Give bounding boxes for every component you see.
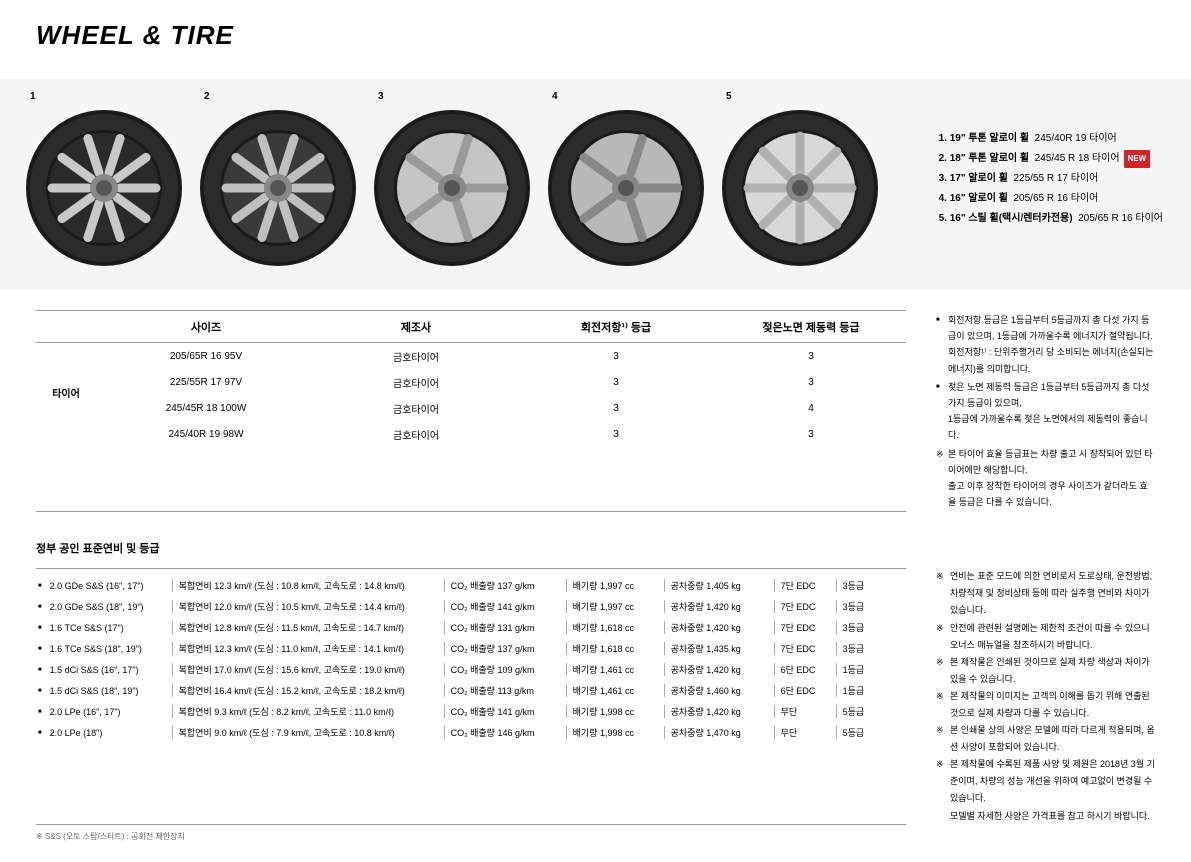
wheels-section: 1 2 3 4 5 [0, 79, 1191, 290]
wheel-legend: 1. 19" 투톤 알로이 휠 245/40R 19 타이어2. 18" 투톤 … [939, 129, 1163, 229]
tire-table-row: 245/40R 19 98W금호타이어33 [36, 421, 906, 447]
fuel-row: ■2.0 LPe (16", 17") 복합연비 9.3 km/ℓ (도심 : … [36, 701, 906, 722]
new-badge: NEW [1124, 150, 1151, 168]
fuel-row: ■1.6 TCe S&S (17") 복합연비 12.8 km/ℓ (도심 : … [36, 617, 906, 638]
fuel-note: 본 인쇄물 상의 사양은 모델에 따라 다르게 적용되며, 옵션 사양이 포함되… [936, 722, 1155, 756]
fuel-note: 본 제작물에 수록된 제품 사양 및 제원은 2018년 3월 기준이며, 차량… [936, 756, 1155, 807]
wheel-legend-row: 4. 16" 알로이 휠 205/65 R 16 타이어 [939, 189, 1163, 209]
tire-table-row: 245/45R 18 100W금호타이어34 [36, 395, 906, 421]
fuel-title: 정부 공인 표준연비 및 등급 [36, 540, 1155, 556]
tire-table-header: 사이즈 제조사 회전저항¹⁾ 등급 젖은노면 제동력 등급 [36, 311, 906, 343]
wheel-item: 3 [372, 91, 532, 268]
fuel-row: ■2.0 GDe S&S (16", 17") 복합연비 12.3 km/ℓ (… [36, 575, 906, 596]
wheel-item: 4 [546, 91, 706, 268]
tire-row-label: 타이어 [36, 385, 96, 400]
wheel-legend-row: 3. 17" 알로이 휠 225/55 R 17 타이어 [939, 169, 1163, 189]
fuel-row: ■2.0 GDe S&S (18", 19") 복합연비 12.0 km/ℓ (… [36, 596, 906, 617]
wheel-item: 1 [24, 91, 184, 268]
tire-note: 젖은 노면 제동력 등급은 1등급부터 5등급까지 총 다섯가지 등급이 있으며… [936, 379, 1155, 444]
wheel-item: 2 [198, 91, 358, 268]
tire-note: 회전저항 등급은 1등급부터 5등급까지 총 다섯 가지 등급이 있으며, 1등… [936, 312, 1155, 377]
fuel-table: ■2.0 GDe S&S (16", 17") 복합연비 12.3 km/ℓ (… [36, 568, 906, 824]
wheel-legend-row: 5. 16" 스틸 휠(택시/렌터카전용) 205/65 R 16 타이어 [939, 209, 1163, 229]
fuel-row: ■1.6 TCe S&S (18", 19") 복합연비 12.3 km/ℓ (… [36, 638, 906, 659]
page-title: WHEEL & TIRE [36, 20, 1155, 51]
fuel-note: 안전에 관련된 설명에는 제한적 조건이 따를 수 있으니 오너스 매뉴얼을 참… [936, 620, 1155, 654]
tire-table-area: 사이즈 제조사 회전저항¹⁾ 등급 젖은노면 제동력 등급 타이어 205/65… [36, 310, 1155, 512]
fuel-row: ■1.5 dCi S&S (16", 17") 복합연비 17.0 km/ℓ (… [36, 659, 906, 680]
fuel-footnote: ※ S&S (오토 스탑/스타트) : 공회전 제한장치 [36, 831, 1155, 842]
fuel-row: ■2.0 LPe (18") 복합연비 9.0 km/ℓ (도심 : 7.9 k… [36, 722, 906, 743]
fuel-note: 본 제작물은 인쇄된 것이므로 실제 차량 색상과 차이가 있을 수 있습니다. [936, 654, 1155, 688]
wheel-item: 5 [720, 91, 880, 268]
tire-table-row: 225/55R 17 97V금호타이어33 [36, 369, 906, 395]
fuel-note: 연비는 표준 모드에 의한 연비로서 도로상태, 운전방법, 차량적재 및 정비… [936, 568, 1155, 619]
wheel-legend-row: 1. 19" 투톤 알로이 휠 245/40R 19 타이어 [939, 129, 1163, 149]
tire-table-row: 205/65R 16 95V금호타이어33 [36, 343, 906, 369]
wheel-number: 5 [726, 91, 732, 102]
fuel-note: 본 제작물의 이미지는 고객의 이해를 돕기 위해 연출된 것으로 실제 차량과… [936, 688, 1155, 722]
wheel-number: 1 [30, 91, 36, 102]
wheel-number: 2 [204, 91, 210, 102]
fuel-note: 모델별 자세한 사양은 가격표를 참고 하시기 바랍니다. [936, 808, 1155, 825]
tire-notes: 회전저항 등급은 1등급부터 5등급까지 총 다섯 가지 등급이 있으며, 1등… [906, 310, 1155, 512]
fuel-row: ■1.5 dCi S&S (18", 19") 복합연비 16.4 km/ℓ (… [36, 680, 906, 701]
wheel-legend-row: 2. 18" 투톤 알로이 휠 245/45 R 18 타이어NEW [939, 149, 1163, 169]
wheel-number: 3 [378, 91, 384, 102]
tire-note: 본 타이어 효율 등급표는 차량 출고 시 장착되어 있던 타이어에만 해당합니… [936, 446, 1155, 511]
fuel-notes: 연비는 표준 모드에 의한 연비로서 도로상태, 운전방법, 차량적재 및 정비… [906, 568, 1155, 824]
wheel-number: 4 [552, 91, 558, 102]
